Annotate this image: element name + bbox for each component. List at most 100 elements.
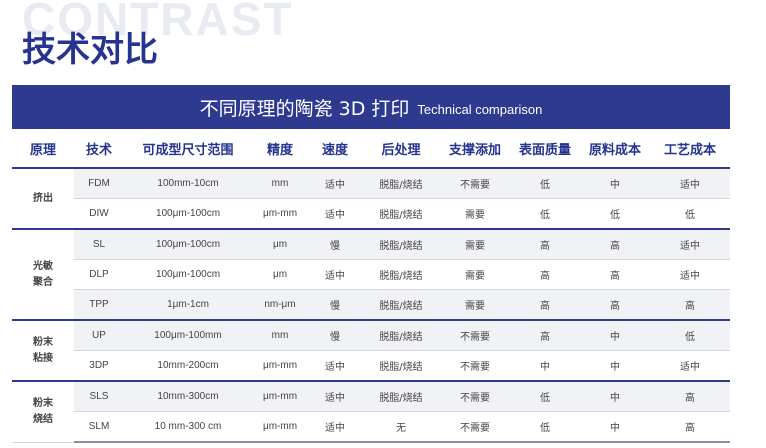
table-cell: 脱脂/烧结 [362, 259, 440, 290]
table-cell: 不需要 [440, 411, 510, 443]
table-cell: 脱脂/烧结 [362, 289, 440, 321]
table-cell: 中 [580, 411, 650, 443]
group-label: 粉末 粘接 [12, 319, 74, 382]
group-label: 挤出 [12, 168, 74, 230]
table-cell: μm-mm [252, 350, 308, 382]
table-cell: 高 [510, 289, 580, 321]
page-title: 技术对比 [22, 30, 158, 70]
watermark-text: CONTRAST [22, 0, 294, 45]
table-cell: 适中 [308, 350, 362, 382]
table-cell: μm [252, 228, 308, 260]
column-header: 支撑添加 [440, 129, 510, 169]
technology-cell: DLP [74, 259, 124, 290]
column-header: 后处理 [362, 129, 440, 169]
table-cell: 高 [580, 259, 650, 290]
table-cell: 低 [650, 319, 730, 351]
table-cell: nm-μm [252, 289, 308, 321]
table-cell: 脱脂/烧结 [362, 380, 440, 412]
table-cell: 不需要 [440, 350, 510, 382]
table-cell: 无 [362, 411, 440, 443]
table-cell: 脱脂/烧结 [362, 228, 440, 260]
group-label: 光敏 聚合 [12, 228, 74, 321]
column-header: 可成型尺寸范围 [124, 129, 252, 169]
table-cell: 脱脂/烧结 [362, 319, 440, 351]
table-cell: μm [252, 259, 308, 290]
table-cell: 慢 [308, 289, 362, 321]
table-cell: μm-mm [252, 411, 308, 443]
table-cell: 低 [510, 198, 580, 230]
table-row: 挤出 FDM 100mm-10cm mm 适中 脱脂/烧结 不需要低中适中 [12, 168, 730, 230]
technology-cell: UP [74, 319, 124, 351]
table-row: TPP 1μm-1cm nm-μm 慢脱脂/烧结 需要高高高 [12, 289, 730, 321]
table-cell: 高 [580, 289, 650, 321]
technology-cell: DIW [74, 198, 124, 230]
table-cell: 低 [580, 198, 650, 230]
table-cell: 不需要 [440, 319, 510, 351]
technology-cell: SL [74, 228, 124, 260]
table-row: 3DP 10mm-200cm μm-mm 适中 脱脂/烧结 不需要中中适中 [12, 350, 730, 382]
table-cell: 高 [650, 289, 730, 321]
column-header: 技术 [74, 129, 124, 169]
table-cell: 适中 [650, 259, 730, 290]
table-row: 粉末 粘接 UP 100μm-100mm mm 慢脱脂/烧结 不需要高中低 [12, 319, 730, 382]
table-cell: 100μm-100cm [124, 259, 252, 290]
table-cell: 100μm-100cm [124, 198, 252, 230]
table-cell: 中 [580, 168, 650, 199]
table-cell: 低 [510, 168, 580, 199]
table-cell: 需要 [440, 198, 510, 230]
column-header: 表面质量 [510, 129, 580, 169]
table-body: 挤出 FDM 100mm-10cm mm 适中 脱脂/烧结 不需要低中适中 DIW 100μm-… [12, 168, 730, 443]
column-header: 原理 [12, 129, 74, 169]
table-cell: 需要 [440, 259, 510, 290]
table-cell: 适中 [308, 168, 362, 199]
table-cell: 低 [650, 198, 730, 230]
banner-subtitle: Technical comparison [417, 102, 543, 117]
table-cell: 100μm-100cm [124, 228, 252, 260]
table-cell: 适中 [308, 259, 362, 290]
column-header: 工艺成本 [650, 129, 730, 169]
table-cell: 高 [510, 319, 580, 351]
table-cell: 脱脂/烧结 [362, 350, 440, 382]
table-row: 光敏 聚合 SL 100μm-100cm μm 慢脱脂/烧结 需要高高适中 [12, 228, 730, 321]
table-row: 粉末 烧结 SLS 10mm-300cm μm-mm 适中 脱脂/烧结 不需要低中高 [12, 380, 730, 443]
table-cell: 需要 [440, 228, 510, 260]
table-cell: 高 [650, 411, 730, 443]
group-label: 粉末 烧结 [12, 380, 74, 443]
technology-cell: 3DP [74, 350, 124, 382]
header-row: 原理 技术 可成型尺寸范围 精度 速度 后处理 支撑添加 表面质量 原料成本 工… [12, 129, 730, 169]
table-cell: 100μm-100mm [124, 319, 252, 351]
table-cell: 不需要 [440, 380, 510, 412]
table-cell: 中 [580, 319, 650, 351]
banner-title: 不同原理的陶瓷 3D 打印 [199, 97, 410, 120]
table-cell: 慢 [308, 228, 362, 260]
table-cell: 1μm-1cm [124, 289, 252, 321]
comparison-table: 原理 技术 可成型尺寸范围 精度 速度 后处理 支撑添加 表面质量 原料成本 工… [12, 129, 730, 443]
table-cell: 10mm-200cm [124, 350, 252, 382]
table-cell: 低 [510, 411, 580, 443]
table-cell: 中 [580, 350, 650, 382]
table-cell: 10 mm-300 cm [124, 411, 252, 443]
table-cell: 高 [510, 228, 580, 260]
table-cell: 低 [510, 380, 580, 412]
table-cell: 脱脂/烧结 [362, 198, 440, 230]
table-row: DLP 100μm-100cm μm 适中 脱脂/烧结 需要高高适中 [12, 259, 730, 290]
table-cell: 100mm-10cm [124, 168, 252, 199]
table-cell: 需要 [440, 289, 510, 321]
table-cell: 高 [650, 380, 730, 412]
technology-cell: SLS [74, 380, 124, 412]
table-cell: 不需要 [440, 168, 510, 199]
table-cell: 中 [580, 380, 650, 412]
column-header: 速度 [308, 129, 362, 169]
table-cell: μm-mm [252, 198, 308, 230]
table-cell: 高 [510, 259, 580, 290]
table-cell: mm [252, 319, 308, 351]
table-cell: 慢 [308, 319, 362, 351]
table-cell: 高 [580, 228, 650, 260]
table-cell: 适中 [308, 380, 362, 412]
table-cell: mm [252, 168, 308, 199]
table-cell: 脱脂/烧结 [362, 168, 440, 199]
technology-cell: TPP [74, 289, 124, 321]
table-cell: 适中 [308, 198, 362, 230]
table-cell: 中 [510, 350, 580, 382]
technology-cell: FDM [74, 168, 124, 199]
